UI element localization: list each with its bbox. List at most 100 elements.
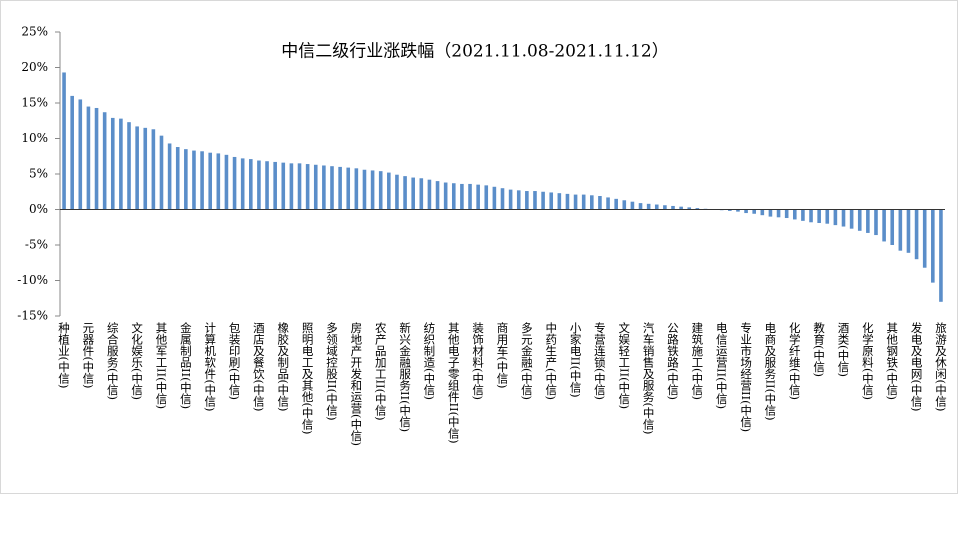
bar: [606, 197, 610, 210]
bar: [549, 192, 554, 210]
bar: [825, 209, 830, 224]
bar: [370, 170, 375, 210]
x-tick-label: 中药生产(中信): [544, 322, 558, 400]
x-tick-label: 新兴金融服务II(中信): [398, 321, 412, 432]
x-tick-label: 装饰材料(中信): [471, 322, 485, 400]
bar: [931, 209, 935, 283]
bar: [646, 203, 651, 210]
bar: [346, 167, 351, 210]
bar: [914, 209, 919, 260]
bar: [939, 209, 943, 302]
bar: [354, 168, 359, 210]
bar: [338, 166, 342, 210]
bar: [143, 127, 148, 210]
bar: [70, 95, 74, 210]
bar: [395, 174, 399, 210]
bar: [671, 205, 675, 210]
bar: [581, 194, 586, 210]
y-tick-label: 20%: [21, 60, 48, 74]
bar: [752, 209, 756, 214]
bar: [874, 209, 878, 236]
y-tick-label: -10%: [17, 273, 48, 287]
y-tick-label: 25%: [21, 25, 48, 39]
bar: [224, 154, 229, 210]
bar: [508, 189, 513, 210]
x-tick-label: 纺织制造(中信): [422, 321, 436, 400]
y-tick-label: 5%: [29, 167, 48, 181]
bar: [322, 165, 326, 210]
bar: [809, 209, 813, 223]
bar: [443, 182, 448, 210]
y-tick-label: 10%: [21, 131, 48, 145]
bar: [216, 153, 221, 210]
y-tick-label: 0%: [29, 202, 48, 216]
x-tick-label: 化学纤维(中信): [788, 321, 802, 400]
bar: [305, 164, 310, 210]
bar: [565, 193, 570, 210]
bar: [78, 99, 83, 210]
bar: [541, 191, 545, 210]
bar: [289, 163, 294, 210]
bar: [102, 112, 107, 210]
bar: [768, 209, 773, 217]
x-tick-label: 房地产开发和运营(中信): [349, 322, 363, 446]
bar: [792, 209, 797, 220]
bar: [476, 184, 480, 210]
x-tick-label: 文化娱乐(中信): [130, 321, 144, 400]
bar: [784, 209, 789, 219]
x-tick-label: 商用车(中信): [496, 321, 510, 388]
bar: [387, 172, 391, 210]
bar: [281, 162, 286, 210]
bar: [866, 209, 870, 233]
x-tick-label: 其他电子零组件II(中信): [447, 322, 461, 444]
bar: [232, 156, 237, 210]
bar: [841, 209, 846, 227]
bar: [744, 209, 748, 214]
bar: [776, 209, 781, 218]
bar: [687, 207, 692, 210]
bar: [119, 118, 123, 210]
bar: [257, 160, 261, 210]
bar: [273, 161, 277, 210]
x-tick-label: 教育(中信): [812, 321, 826, 377]
bar: [127, 122, 131, 210]
x-tick-label: 酒店及餐饮(中信): [252, 322, 266, 411]
x-tick-label: 旅游及休闲(中信): [934, 321, 948, 411]
chart-title: 中信二级行业涨跌幅（2021.11.08-2021.11.12）: [281, 42, 668, 62]
bar: [817, 209, 821, 223]
x-tick-label: 综合服务(中信): [106, 321, 120, 400]
bar: [411, 177, 415, 210]
bar: [297, 163, 302, 210]
bar: [200, 151, 204, 210]
bar: [330, 166, 334, 210]
bar: [419, 178, 424, 210]
frame: [0, 0, 958, 494]
bar: [533, 191, 537, 210]
bar: [362, 169, 367, 210]
y-tick-label: -15%: [17, 309, 48, 323]
bar: [240, 158, 245, 210]
bar: [175, 147, 180, 210]
bar: [573, 194, 578, 210]
bar: [94, 107, 99, 210]
bar: [614, 198, 618, 210]
x-tick-label: 多元金融(中信): [520, 321, 534, 400]
bar: [167, 143, 172, 210]
y-tick-label: 15%: [21, 96, 48, 110]
bar: [451, 183, 456, 210]
bar: [435, 181, 440, 210]
x-tick-label: 计算机软件(中信): [203, 322, 217, 411]
x-tick-label: 照明电工及其他(中信): [301, 322, 315, 434]
bar: [403, 176, 407, 210]
bar: [801, 209, 805, 221]
bar: [208, 152, 213, 210]
x-tick-label: 建筑施工(中信): [690, 321, 704, 400]
x-tick-label: 种植业(中信): [57, 321, 71, 388]
bar: [427, 179, 432, 210]
x-tick-label: 橡胶及制品(中信): [276, 322, 290, 411]
bar: [736, 209, 740, 212]
bar: [492, 186, 497, 210]
bar: [265, 161, 269, 210]
bar: [249, 159, 253, 210]
